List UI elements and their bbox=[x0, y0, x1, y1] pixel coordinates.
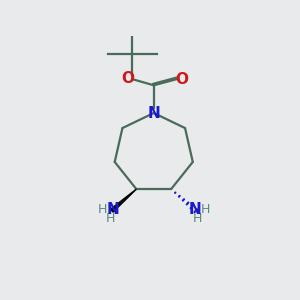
Text: O: O bbox=[121, 71, 134, 86]
Text: N: N bbox=[189, 202, 201, 217]
Text: H: H bbox=[98, 203, 107, 216]
Text: H: H bbox=[106, 212, 115, 225]
Text: H: H bbox=[200, 203, 210, 216]
Text: N: N bbox=[147, 106, 160, 121]
Polygon shape bbox=[110, 189, 136, 212]
Text: H: H bbox=[193, 212, 202, 225]
Text: N: N bbox=[106, 202, 119, 217]
Text: O: O bbox=[175, 72, 188, 87]
